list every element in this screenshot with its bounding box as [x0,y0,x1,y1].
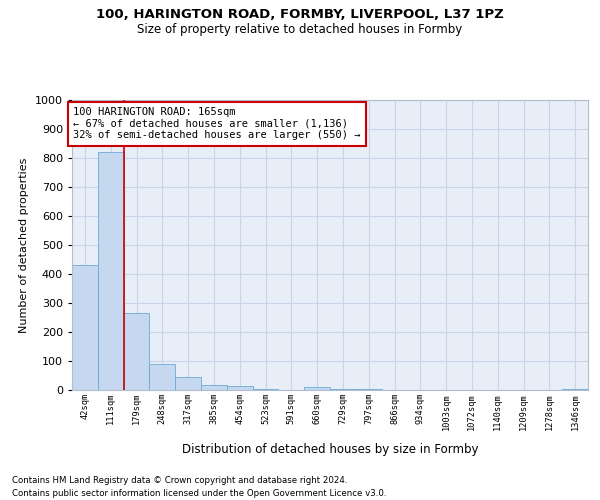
Bar [253,388,278,390]
Bar [72,266,98,390]
Text: 100, HARINGTON ROAD, FORMBY, LIVERPOOL, L37 1PZ: 100, HARINGTON ROAD, FORMBY, LIVERPOOL, … [96,8,504,20]
Bar [149,364,175,390]
Text: 100 HARINGTON ROAD: 165sqm
← 67% of detached houses are smaller (1,136)
32% of s: 100 HARINGTON ROAD: 165sqm ← 67% of deta… [73,108,361,140]
Text: Contains HM Land Registry data © Crown copyright and database right 2024.: Contains HM Land Registry data © Crown c… [12,476,347,485]
Bar [304,387,330,390]
Bar [330,388,356,390]
Bar [562,388,588,390]
Text: Contains public sector information licensed under the Open Government Licence v3: Contains public sector information licen… [12,489,386,498]
Bar [201,385,227,390]
Bar [227,386,253,390]
Bar [175,377,201,390]
Text: Distribution of detached houses by size in Formby: Distribution of detached houses by size … [182,442,478,456]
Bar [98,152,124,390]
Text: Size of property relative to detached houses in Formby: Size of property relative to detached ho… [137,22,463,36]
Y-axis label: Number of detached properties: Number of detached properties [19,158,29,332]
Bar [124,313,149,390]
